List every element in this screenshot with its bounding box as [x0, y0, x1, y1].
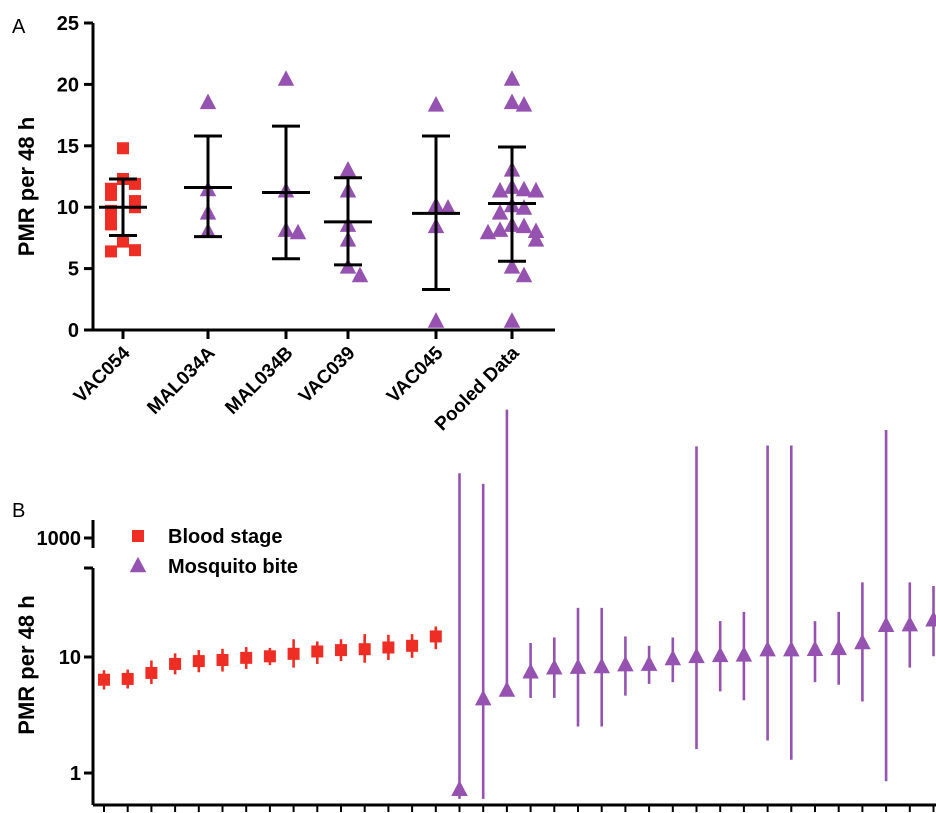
data-point-square	[105, 218, 117, 231]
panel-b: B 1 10 1000 PMR per 48 h Blood stage Mosquito …	[12, 409, 936, 812]
data-point-triangle	[664, 649, 682, 666]
y-tick-label: 15	[57, 136, 79, 158]
data-point-square	[240, 651, 253, 664]
data-point-triangle	[427, 312, 445, 328]
data-point-triangle	[515, 199, 533, 215]
data-point-triangle	[527, 231, 545, 247]
data-point-triangle	[339, 161, 357, 177]
data-point-square	[117, 235, 129, 248]
data-point-triangle	[491, 221, 509, 237]
x-tick-label: MAL034B	[221, 343, 297, 419]
data-point-triangle	[491, 181, 509, 198]
y-tick-label: 0	[68, 320, 79, 342]
data-point-triangle	[688, 647, 705, 664]
y-tick-label: 25	[57, 13, 79, 35]
x-tick-label: VAC045	[383, 342, 448, 407]
data-point-square	[105, 188, 117, 201]
data-point-triangle	[503, 312, 521, 328]
y-axis-label: PMR per 48 h	[14, 117, 39, 256]
data-point-triangle	[515, 266, 533, 283]
data-point-triangle	[711, 646, 729, 663]
legend-label: Blood stage	[168, 526, 282, 548]
data-point-square	[335, 644, 347, 657]
data-point-triangle	[527, 181, 545, 198]
data-point-triangle	[498, 681, 516, 697]
data-point-triangle	[277, 70, 295, 86]
data-point-triangle	[474, 689, 492, 706]
y-tick-label: 5	[68, 259, 79, 281]
data-point-square	[287, 647, 300, 660]
data-point-triangle	[515, 95, 533, 112]
data-point-square	[145, 666, 158, 679]
panel-letter-b: B	[12, 500, 25, 522]
data-point-triangle	[830, 639, 847, 656]
panel-letter-a: A	[12, 16, 26, 38]
data-point-square	[129, 177, 141, 190]
data-point-square	[406, 639, 419, 652]
data-point-triangle	[289, 223, 307, 240]
data-point-square	[216, 653, 229, 666]
data-point-triangle	[522, 662, 539, 679]
data-point-triangle	[515, 180, 533, 197]
data-point-square	[263, 650, 276, 663]
x-tick-label: MAL034A	[143, 342, 219, 418]
data-point-triangle	[617, 655, 634, 672]
data-point-triangle	[901, 615, 919, 632]
x-tick-label: VAC054	[70, 342, 135, 407]
legend-marker-triangle	[129, 556, 147, 573]
data-point-square	[117, 142, 129, 155]
data-point-triangle	[759, 640, 776, 657]
data-point-triangle	[735, 645, 753, 662]
data-point-triangle	[199, 93, 217, 110]
legend-marker-square	[132, 530, 144, 542]
data-point-triangle	[491, 204, 509, 220]
data-point-triangle	[877, 616, 895, 632]
data-point-square	[311, 645, 324, 658]
x-tick-label: VAC039	[295, 343, 360, 408]
y-tick-label: 10	[57, 197, 79, 219]
data-point-triangle	[640, 655, 658, 671]
y-tick-label: 20	[57, 74, 79, 96]
data-point-triangle	[439, 199, 457, 215]
data-point-square	[192, 655, 205, 668]
data-point-square	[169, 657, 182, 670]
data-point-square	[382, 641, 395, 654]
data-point-triangle	[515, 217, 533, 234]
data-point-triangle	[479, 223, 497, 240]
data-point-square	[358, 643, 371, 656]
data-point-triangle	[569, 658, 587, 674]
data-point-square	[129, 244, 141, 257]
data-point-square	[121, 672, 134, 685]
data-point-square	[429, 630, 442, 643]
data-point-triangle	[527, 222, 545, 239]
data-point-triangle	[451, 780, 468, 796]
data-point-triangle	[854, 633, 871, 650]
y-tick-label: 1	[70, 763, 81, 785]
data-point-triangle	[593, 657, 610, 674]
data-point-triangle	[925, 610, 936, 627]
panel-a: A 0 5 10 15 20 25 PMR per 48 h VAC054 MAL034A MAL0…	[12, 13, 555, 435]
data-point-triangle	[503, 70, 521, 86]
y-axis-label: PMR per 48 h	[14, 595, 39, 734]
data-point-triangle	[783, 640, 800, 657]
data-point-triangle	[806, 640, 824, 656]
data-point-square	[105, 245, 117, 258]
data-point-square	[98, 673, 110, 686]
data-point-triangle	[503, 93, 521, 110]
data-point-triangle	[351, 266, 369, 283]
legend-label: Mosquito bite	[168, 556, 298, 578]
y-tick-label: 10	[59, 647, 81, 669]
data-point-triangle	[503, 258, 521, 274]
y-tick-label: 1000	[37, 528, 82, 550]
data-point-triangle	[427, 95, 445, 112]
data-point-triangle	[546, 658, 563, 675]
